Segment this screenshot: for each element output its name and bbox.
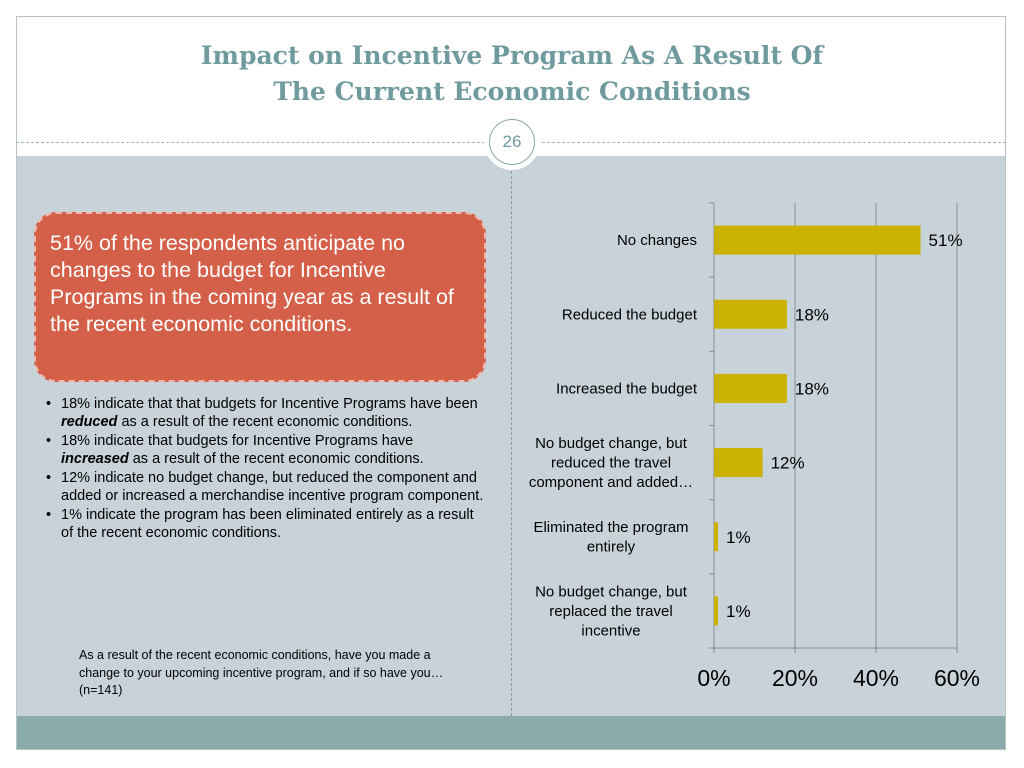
x-tick-label: 20% (772, 665, 818, 691)
title-line-2: The Current Economic Conditions (273, 77, 751, 106)
bar (714, 522, 719, 552)
category-label: Increased the budget (556, 380, 698, 397)
callout-box (34, 212, 486, 382)
data-label: 1% (726, 602, 751, 621)
data-label: 18% (795, 305, 829, 324)
page-number: 26 (489, 119, 535, 165)
bullet-item: 18% indicate that that budgets for Incen… (44, 396, 484, 431)
category-label: No budget change, but replaced the travel… (535, 583, 688, 639)
bar (714, 225, 921, 255)
bar (714, 596, 719, 626)
x-tick-label: 0% (697, 665, 730, 691)
data-label: 1% (726, 528, 751, 547)
bar (714, 299, 787, 329)
title-line-1: Impact on Incentive Program As A Result … (200, 41, 824, 70)
callout-text: 51% of the respondents anticipate no cha… (50, 231, 454, 336)
bullet-list: 18% indicate that that budgets for Incen… (44, 396, 484, 544)
category-label: No budget change, but reduced the travel c… (529, 435, 693, 491)
bullet-item: 1% indicate the program has been elimina… (44, 507, 484, 542)
slide-title: Impact on Incentive Program As A Result … (0, 38, 1024, 110)
data-label: 12% (771, 454, 805, 473)
category-label: Eliminated the program entirely (533, 519, 688, 556)
bullet-item: 12% indicate no budget change, but reduc… (44, 470, 484, 505)
x-tick-label: 40% (853, 665, 899, 691)
data-label: 51% (929, 231, 963, 250)
data-label: 18% (795, 379, 829, 398)
footer-band (17, 716, 1005, 749)
category-label: Reduced the budget (562, 306, 698, 323)
survey-question-note: As a result of the recent economic condi… (79, 648, 444, 697)
bullet-item: 18% indicate that budgets for Incentive … (44, 433, 484, 468)
bar (714, 373, 787, 403)
category-label: No changes (617, 232, 697, 249)
vertical-divider (511, 156, 512, 716)
x-tick-label: 60% (934, 665, 980, 691)
bar (714, 448, 763, 478)
